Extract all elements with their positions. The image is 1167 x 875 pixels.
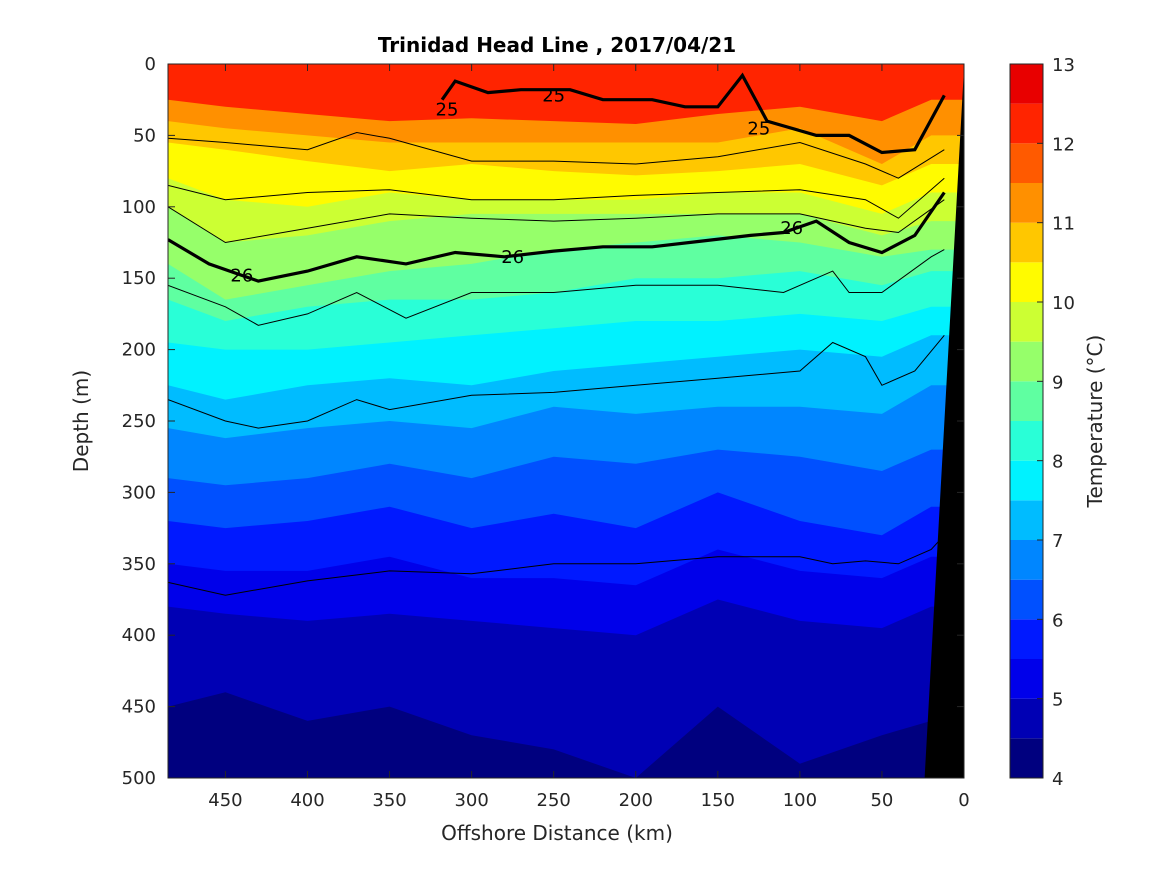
colorbar-segment bbox=[1010, 103, 1043, 144]
bathymetry-shape bbox=[924, 64, 964, 778]
y-tick-label: 200 bbox=[122, 340, 156, 361]
colorbar-tick-label: 9 bbox=[1052, 372, 1063, 393]
colorbar-segment bbox=[1010, 64, 1043, 104]
colorbar-segment bbox=[1010, 619, 1043, 659]
colorbar-tick-label: 4 bbox=[1052, 769, 1063, 790]
density-contour-line bbox=[168, 199, 945, 244]
temperature-field bbox=[168, 64, 964, 778]
colorbar: 4 5 6 7 8 9 10 11 12 13 bbox=[1009, 55, 1075, 790]
x-tick-label: 400 bbox=[290, 790, 324, 811]
colorbar-segment bbox=[1010, 183, 1043, 223]
density-contours: 25 25 25 26 26 26 bbox=[168, 72, 946, 596]
y-axis: 0 50 100 150 200 250 300 350 400 450 500 bbox=[122, 54, 964, 789]
colorbar-tick-label: 7 bbox=[1052, 531, 1063, 552]
y-tick-label: 250 bbox=[122, 411, 156, 432]
colorbar-frame bbox=[1009, 63, 1044, 779]
y-tick-label: 50 bbox=[133, 125, 156, 146]
y-tick-label: 450 bbox=[122, 697, 156, 718]
y-tick-label: 500 bbox=[122, 768, 156, 789]
density-contour-line bbox=[440, 72, 946, 155]
colorbar-segment bbox=[1010, 381, 1043, 421]
y-tick-label: 150 bbox=[122, 268, 156, 289]
colorbar-segment bbox=[1010, 540, 1043, 580]
x-tick-label: 450 bbox=[208, 790, 242, 811]
x-tick-label: 100 bbox=[783, 790, 817, 811]
colorbar-tick-label: 10 bbox=[1052, 293, 1075, 314]
contour-label: 25 bbox=[747, 118, 770, 139]
density-contour-line bbox=[168, 334, 945, 429]
colorbar-tick-label: 5 bbox=[1052, 690, 1063, 711]
density-contour-line bbox=[168, 177, 945, 219]
colorbar-segment bbox=[1010, 659, 1043, 699]
colorbar-tick-label: 13 bbox=[1052, 55, 1075, 76]
contour-label: 25 bbox=[436, 100, 459, 121]
temperature-band bbox=[168, 692, 964, 778]
colorbar-tick-label: 12 bbox=[1052, 134, 1075, 155]
colorbar-segment bbox=[1010, 500, 1043, 540]
chart-title: Trinidad Head Line , 2017/04/21 bbox=[378, 33, 736, 57]
colorbar-tick-label: 11 bbox=[1052, 214, 1075, 235]
contour-label: 26 bbox=[501, 247, 524, 268]
y-tick-label: 300 bbox=[122, 482, 156, 503]
y-tick-label: 350 bbox=[122, 554, 156, 575]
colorbar-segment bbox=[1010, 262, 1043, 302]
density-contour-line bbox=[168, 191, 946, 283]
contour-label: 25 bbox=[542, 85, 565, 106]
colorbar-tick-label: 8 bbox=[1052, 452, 1063, 473]
colorbar-segment bbox=[1010, 341, 1043, 382]
colorbar-segment bbox=[1010, 579, 1043, 620]
y-tick-label: 400 bbox=[122, 625, 156, 646]
x-tick-label: 0 bbox=[958, 790, 969, 811]
x-tick-label: 200 bbox=[619, 790, 653, 811]
density-contour-line bbox=[168, 249, 945, 326]
colorbar-segment bbox=[1010, 698, 1043, 739]
x-tick-label: 250 bbox=[537, 790, 571, 811]
density-contour-line bbox=[168, 131, 945, 179]
x-tick-label: 350 bbox=[372, 790, 406, 811]
contour-label: 26 bbox=[780, 218, 803, 239]
x-tick-label: 150 bbox=[701, 790, 735, 811]
colorbar-segment bbox=[1010, 222, 1043, 263]
colorbar-segment bbox=[1010, 738, 1043, 778]
x-axis-label: Offshore Distance (km) bbox=[441, 821, 673, 845]
colorbar-segment bbox=[1010, 421, 1043, 461]
colorbar-segment bbox=[1010, 460, 1043, 501]
y-tick-label: 100 bbox=[122, 197, 156, 218]
colorbar-label: Temperature (°C) bbox=[1083, 335, 1107, 509]
colorbar-segment bbox=[1010, 143, 1043, 183]
y-tick-label: 0 bbox=[145, 54, 156, 75]
colorbar-segment bbox=[1010, 302, 1043, 342]
density-contour-line bbox=[168, 534, 945, 596]
colorbar-tick-label: 6 bbox=[1052, 610, 1063, 631]
y-axis-label: Depth (m) bbox=[69, 370, 93, 472]
contour-label: 26 bbox=[230, 265, 253, 286]
x-tick-label: 50 bbox=[870, 790, 893, 811]
x-axis: 450 400 350 300 250 200 150 100 50 0 bbox=[208, 64, 970, 811]
x-tick-label: 300 bbox=[454, 790, 488, 811]
